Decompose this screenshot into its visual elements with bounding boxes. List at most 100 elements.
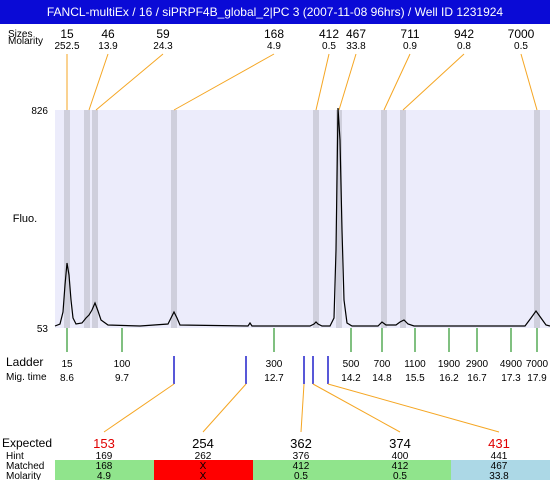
hint-value-label: 441	[491, 451, 508, 462]
expected-value-label: 374	[389, 436, 411, 451]
ladder-time-label: 14.8	[372, 373, 392, 384]
expected-leader-line	[312, 383, 401, 433]
expected-value-label: 431	[488, 436, 510, 451]
peak-molarity-label: 4.9	[267, 41, 281, 52]
expected-leader-line	[327, 383, 500, 433]
matched-value-label: 412	[293, 461, 310, 472]
peak-band-6	[336, 110, 342, 328]
peak-molarity-label: 252.5	[54, 41, 79, 52]
expected-leader-line	[103, 383, 175, 433]
peak-size-label: 412	[319, 27, 339, 41]
hint-value-label: 400	[392, 451, 409, 462]
peak-leader-line	[88, 53, 109, 111]
ladder-time-label: 8.6	[60, 373, 74, 384]
hint-value-label: 169	[96, 451, 113, 462]
matched-molarity-label: 0.5	[393, 471, 407, 480]
matched-value-label: 467	[491, 461, 508, 472]
peak-band-2	[84, 110, 90, 328]
hint-value-label: 262	[195, 451, 212, 462]
peak-size-label: 467	[346, 27, 366, 41]
peak-leader-line	[338, 53, 357, 111]
peak-band-4	[171, 110, 177, 328]
ladder-size-label: 700	[374, 359, 391, 370]
ladder-size-label: 1100	[404, 359, 426, 370]
matched-molarity-label: 33.8	[489, 471, 509, 480]
peak-leader-line	[383, 53, 411, 111]
expected-value-label: 153	[93, 436, 115, 451]
ladder-size-label: 1900	[438, 359, 461, 370]
peak-band-5	[313, 110, 319, 328]
matched-value-label: X	[200, 461, 207, 472]
ladder-time-label: 17.9	[527, 373, 547, 384]
ladder-size-label: 300	[266, 359, 283, 370]
ladder-size-label: 2900	[466, 359, 489, 370]
peak-size-label: 46	[101, 27, 115, 41]
peak-leader-line	[520, 53, 538, 111]
y-max-label: 826	[31, 106, 48, 117]
hint-row-label: Hint	[6, 451, 24, 462]
peak-size-label: 7000	[508, 27, 535, 41]
expected-row-label: Expected	[2, 436, 52, 450]
match-status-cell	[351, 460, 451, 480]
matched-value-label: 168	[96, 461, 113, 472]
peak-leader-line	[173, 53, 275, 111]
peak-molarity-label: 33.8	[346, 41, 366, 52]
ladder-time-label: 14.2	[341, 373, 361, 384]
peak-band-8	[400, 110, 406, 328]
match-status-cell	[154, 460, 253, 480]
match-status-cell	[451, 460, 550, 480]
ladder-time-label: 16.2	[439, 373, 459, 384]
window-title: FANCL-multiEx / 16 / siPRPF4B_global_2|P…	[0, 0, 550, 24]
peak-molarity-label: 0.9	[403, 41, 417, 52]
molarity-bottom-row-label: Molarity	[6, 471, 41, 480]
sizes-row-label: Sizes	[8, 29, 32, 40]
peak-leader-line	[402, 53, 465, 111]
peak-band-1	[64, 110, 70, 328]
match-status-cell	[55, 460, 154, 480]
peak-size-label: 711	[400, 27, 419, 41]
peak-molarity-label: 13.9	[98, 41, 118, 52]
ladder-time-label: 9.7	[115, 373, 129, 384]
peak-leader-line	[315, 53, 330, 111]
peak-leader-line	[95, 53, 164, 111]
peak-molarity-label: 0.8	[457, 41, 471, 52]
ladder-time-label: 12.7	[264, 373, 284, 384]
matched-molarity-label: X	[200, 471, 207, 480]
matched-row-label: Matched	[6, 461, 44, 472]
peak-molarity-label: 0.5	[514, 41, 528, 52]
ladder-size-label: 500	[343, 359, 360, 370]
peak-band-7	[381, 110, 387, 328]
expected-leader-line	[300, 383, 305, 433]
molarity-row-label: Molarity	[8, 36, 43, 47]
fluorescence-trace	[54, 107, 550, 327]
ladder-time-label: 17.3	[501, 373, 521, 384]
ladder-size-label: 100	[114, 359, 131, 370]
ladder-size-label: 7000	[526, 359, 549, 370]
ladder-time-label: 16.7	[467, 373, 487, 384]
ladder-row-label: Ladder	[6, 355, 43, 369]
ladder-time-label: 15.5	[405, 373, 425, 384]
peak-size-label: 942	[454, 27, 474, 41]
matched-molarity-label: 4.9	[97, 471, 111, 480]
matched-molarity-label: 0.5	[294, 471, 308, 480]
peak-size-label: 168	[264, 27, 284, 41]
match-status-cell	[253, 460, 351, 480]
peak-molarity-label: 24.3	[153, 41, 173, 52]
peak-band-3	[92, 110, 98, 328]
expected-leader-line	[202, 383, 247, 433]
peak-size-label: 59	[156, 27, 170, 41]
y-min-label: 53	[37, 324, 49, 335]
ladder-size-label: 15	[61, 359, 73, 370]
y-axis-label: Fluo.	[13, 213, 37, 225]
peak-band-9	[534, 110, 540, 328]
hint-value-label: 376	[293, 451, 310, 462]
expected-value-label: 362	[290, 436, 312, 451]
mig-time-row-label: Mig. time	[6, 372, 47, 383]
peak-molarity-label: 0.5	[322, 41, 336, 52]
peak-size-label: 15	[60, 27, 74, 41]
expected-value-label: 254	[192, 436, 214, 451]
ladder-size-label: 4900	[500, 359, 523, 370]
matched-value-label: 412	[392, 461, 409, 472]
